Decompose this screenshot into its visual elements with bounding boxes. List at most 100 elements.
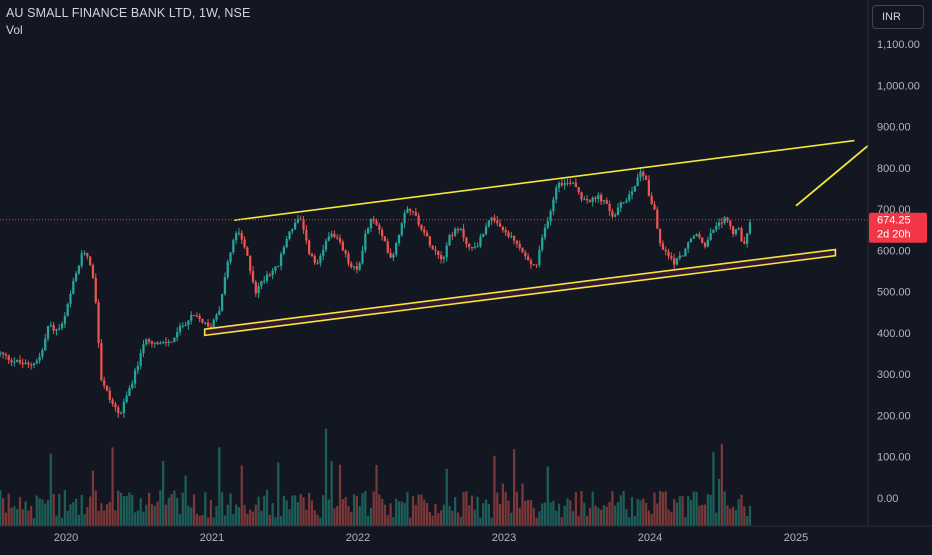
volume-bar	[145, 504, 148, 526]
volume-bar	[703, 504, 707, 526]
currency-button[interactable]: INR	[872, 5, 924, 29]
volume-bar	[105, 504, 109, 526]
candle-body	[482, 234, 485, 237]
candle-body	[10, 360, 13, 363]
candle-body	[437, 250, 440, 256]
candle-body	[381, 229, 384, 237]
volume-bar	[611, 491, 614, 526]
volume-bar	[72, 502, 75, 526]
candle-body	[209, 326, 212, 328]
volume-bar	[341, 499, 344, 526]
candle-body	[240, 232, 243, 240]
candle-body	[425, 232, 429, 237]
candle-body	[170, 341, 173, 343]
candle-body	[639, 171, 642, 178]
volume-bar	[496, 492, 499, 526]
volume-bar	[538, 511, 541, 526]
volume-indicator-label[interactable]: Vol	[6, 23, 23, 37]
candle-body	[111, 399, 114, 404]
volume-bar	[729, 508, 732, 526]
candle-body	[265, 274, 269, 281]
volume-bar	[299, 493, 302, 526]
volume-bar	[100, 503, 103, 526]
candle-body	[336, 237, 339, 239]
candle-body	[434, 249, 437, 251]
candle-body	[105, 385, 109, 391]
candle-body	[681, 255, 684, 257]
volume-bar	[577, 515, 580, 526]
volume-bar	[133, 512, 137, 526]
volume-bar	[743, 506, 746, 526]
volume-bar	[164, 504, 168, 526]
candle-body	[459, 228, 462, 231]
volume-bar	[591, 491, 594, 526]
candle-body	[352, 266, 356, 268]
volume-bar	[383, 504, 387, 526]
candle-body	[647, 179, 650, 196]
candle-body	[709, 233, 712, 240]
candle-body	[350, 263, 353, 268]
volume-bar	[437, 513, 440, 526]
volume-bar	[681, 496, 684, 526]
x-tick-label: 2023	[492, 532, 516, 544]
volume-bar	[364, 490, 367, 526]
candle-body	[173, 337, 176, 342]
volume-bar	[338, 464, 342, 526]
y-tick-label: 600.00	[877, 245, 911, 257]
volume-bar	[119, 492, 123, 526]
volume-bar	[204, 492, 207, 526]
candle-body	[563, 183, 566, 186]
volume-bar	[614, 505, 617, 526]
time-axis[interactable]: 2020 2021 2022 2023 2024 2025	[0, 525, 932, 550]
time-axis-bg	[0, 526, 932, 550]
candle-body	[465, 237, 468, 244]
candle-body	[282, 247, 285, 254]
volume-bar	[94, 490, 97, 526]
volume-bar	[504, 491, 507, 526]
candle-body	[257, 286, 260, 294]
volume-bar	[378, 494, 381, 526]
volume-bar	[395, 498, 398, 526]
candle-body	[383, 236, 387, 242]
candle-body	[206, 322, 210, 327]
candle-body	[496, 220, 499, 224]
candle-body	[600, 194, 603, 202]
volume-bar	[97, 510, 100, 526]
candle-body	[456, 229, 460, 231]
volume-bar	[512, 449, 516, 526]
candle-body	[181, 325, 184, 327]
candle-body	[251, 270, 255, 282]
candle-body	[675, 258, 679, 265]
volume-bar	[369, 507, 373, 526]
candle-body	[204, 322, 207, 324]
symbol-title[interactable]: AU SMALL FINANCE BANK LTD, 1W, NSE	[6, 6, 251, 20]
volume-bar	[470, 495, 474, 526]
candle-body	[622, 202, 625, 204]
candle-body	[122, 402, 125, 414]
drawing-annotations[interactable]	[203, 125, 893, 337]
volume-bar	[322, 495, 325, 526]
volume-bar	[521, 483, 524, 526]
candle-body	[27, 362, 30, 365]
candle-body	[571, 182, 575, 184]
candle-body	[291, 229, 294, 232]
candle-body	[597, 194, 600, 200]
price-axis[interactable]: 1,100.001,000.00900.00800.00700.00600.00…	[867, 0, 932, 526]
candle-body	[192, 315, 196, 317]
volume-bar	[91, 470, 95, 526]
volume-bar	[347, 506, 350, 526]
candle-body	[369, 219, 373, 229]
candle-body	[409, 208, 412, 212]
candle-body	[532, 264, 535, 266]
volume-bar	[229, 493, 232, 526]
candle-body	[636, 177, 639, 186]
candle-body	[594, 197, 597, 200]
volume-bar	[27, 510, 30, 526]
volume-bar	[69, 504, 72, 526]
volume-bar	[218, 447, 221, 526]
volume-bar	[563, 505, 566, 526]
volume-bar	[709, 494, 712, 526]
volume-bar	[389, 503, 392, 526]
